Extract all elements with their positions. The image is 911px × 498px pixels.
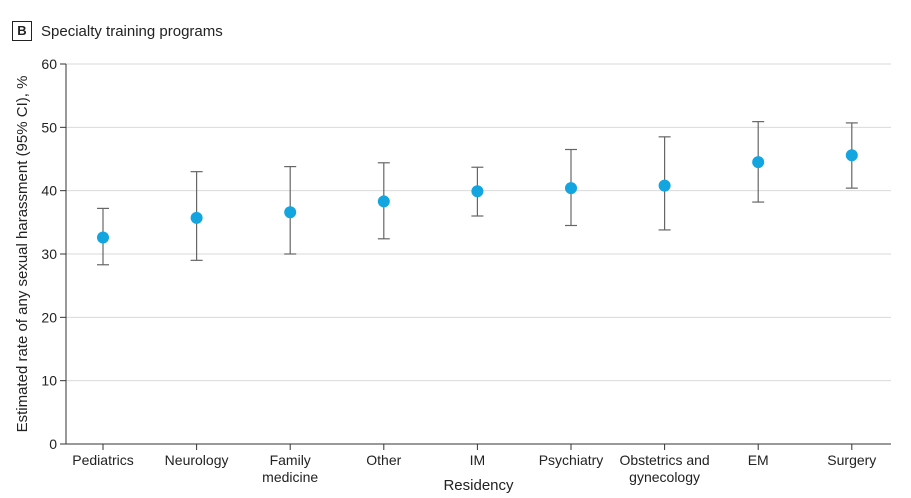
x-tick-label-line: medicine — [262, 469, 318, 485]
x-tick-label-line: Pediatrics — [72, 452, 133, 468]
x-axis-title: Residency — [443, 477, 514, 494]
x-tick-label: Pediatrics — [72, 452, 133, 468]
y-tick-label: 50 — [41, 119, 57, 135]
data-point — [658, 179, 671, 192]
panel-header: B Specialty training programs — [12, 20, 223, 42]
data-point — [284, 206, 297, 219]
data-point — [565, 182, 577, 195]
x-tick-label: Surgery — [827, 452, 876, 468]
y-tick-label: 60 — [41, 56, 57, 72]
x-tick-label: Psychiatry — [539, 452, 604, 468]
x-tick-label-line: Surgery — [827, 452, 876, 468]
y-tick-label: 40 — [41, 183, 57, 199]
x-tick-label-line: Other — [366, 452, 401, 468]
panel-letter: B — [12, 21, 32, 41]
x-tick-label-line: Obstetrics and — [619, 452, 709, 468]
x-tick-label-line: EM — [748, 452, 769, 468]
data-point — [471, 185, 484, 198]
y-axis-title: Estimated rate of any sexual harassment … — [14, 76, 31, 433]
data-point — [190, 211, 203, 224]
x-tick-label-line: gynecology — [629, 469, 700, 485]
x-tick-label-line: Psychiatry — [539, 452, 604, 468]
x-tick-label: Neurology — [165, 452, 229, 468]
x-tick-label-line: IM — [470, 452, 486, 468]
x-tick-label: Obstetrics and gynecology — [619, 452, 709, 485]
x-tick-label: EM — [748, 452, 769, 468]
y-tick-label: 20 — [41, 309, 57, 325]
x-tick-label-line: Neurology — [165, 452, 229, 468]
x-tick-label: IM — [470, 452, 486, 468]
x-tick-label: Family medicine — [262, 452, 318, 485]
data-point — [752, 156, 765, 169]
y-tick-label: 10 — [41, 373, 57, 389]
data-point — [97, 231, 109, 244]
data-point — [845, 149, 858, 162]
x-tick-label-line: Family — [270, 452, 311, 468]
x-tick-label: Other — [366, 452, 401, 468]
y-tick-label: 0 — [49, 436, 57, 452]
chart-title: Specialty training programs — [41, 22, 223, 40]
data-point — [377, 195, 390, 208]
y-tick-label: 30 — [41, 246, 57, 262]
